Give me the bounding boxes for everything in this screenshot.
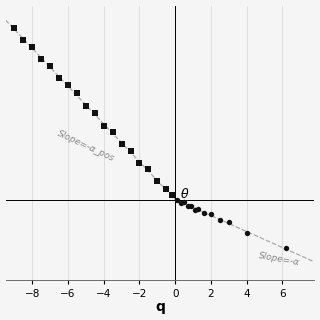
Point (12, 26, 17, 31)
X-axis label: q: q (155, 300, 165, 315)
Point (217, 218, 222, 223)
Point (155, 179, 160, 184)
Point (226, 220, 231, 225)
Point (48, 64, 53, 69)
Point (189, 203, 194, 208)
Point (185, 203, 190, 208)
Point (30, 44, 35, 49)
Point (169, 193, 174, 198)
Text: Slope=-α: Slope=-α (258, 251, 300, 267)
Text: θ: θ (181, 188, 189, 201)
Point (164, 187, 169, 192)
Point (201, 211, 206, 216)
Point (83, 104, 88, 109)
Point (174, 197, 180, 202)
Point (101, 123, 106, 128)
Point (110, 130, 115, 135)
Text: Slope=-α_pos: Slope=-α_pos (56, 129, 116, 163)
Point (244, 231, 249, 236)
Point (146, 167, 151, 172)
Point (137, 160, 142, 165)
Point (119, 141, 124, 146)
Point (196, 207, 201, 212)
Point (57, 76, 62, 81)
Point (75, 91, 80, 96)
Point (178, 200, 183, 205)
Point (21, 37, 26, 43)
Point (39, 56, 44, 61)
Point (66, 83, 71, 88)
Point (192, 207, 197, 212)
Point (128, 148, 133, 153)
Point (181, 199, 187, 204)
Point (208, 212, 213, 217)
Point (283, 245, 288, 250)
Point (92, 110, 97, 116)
